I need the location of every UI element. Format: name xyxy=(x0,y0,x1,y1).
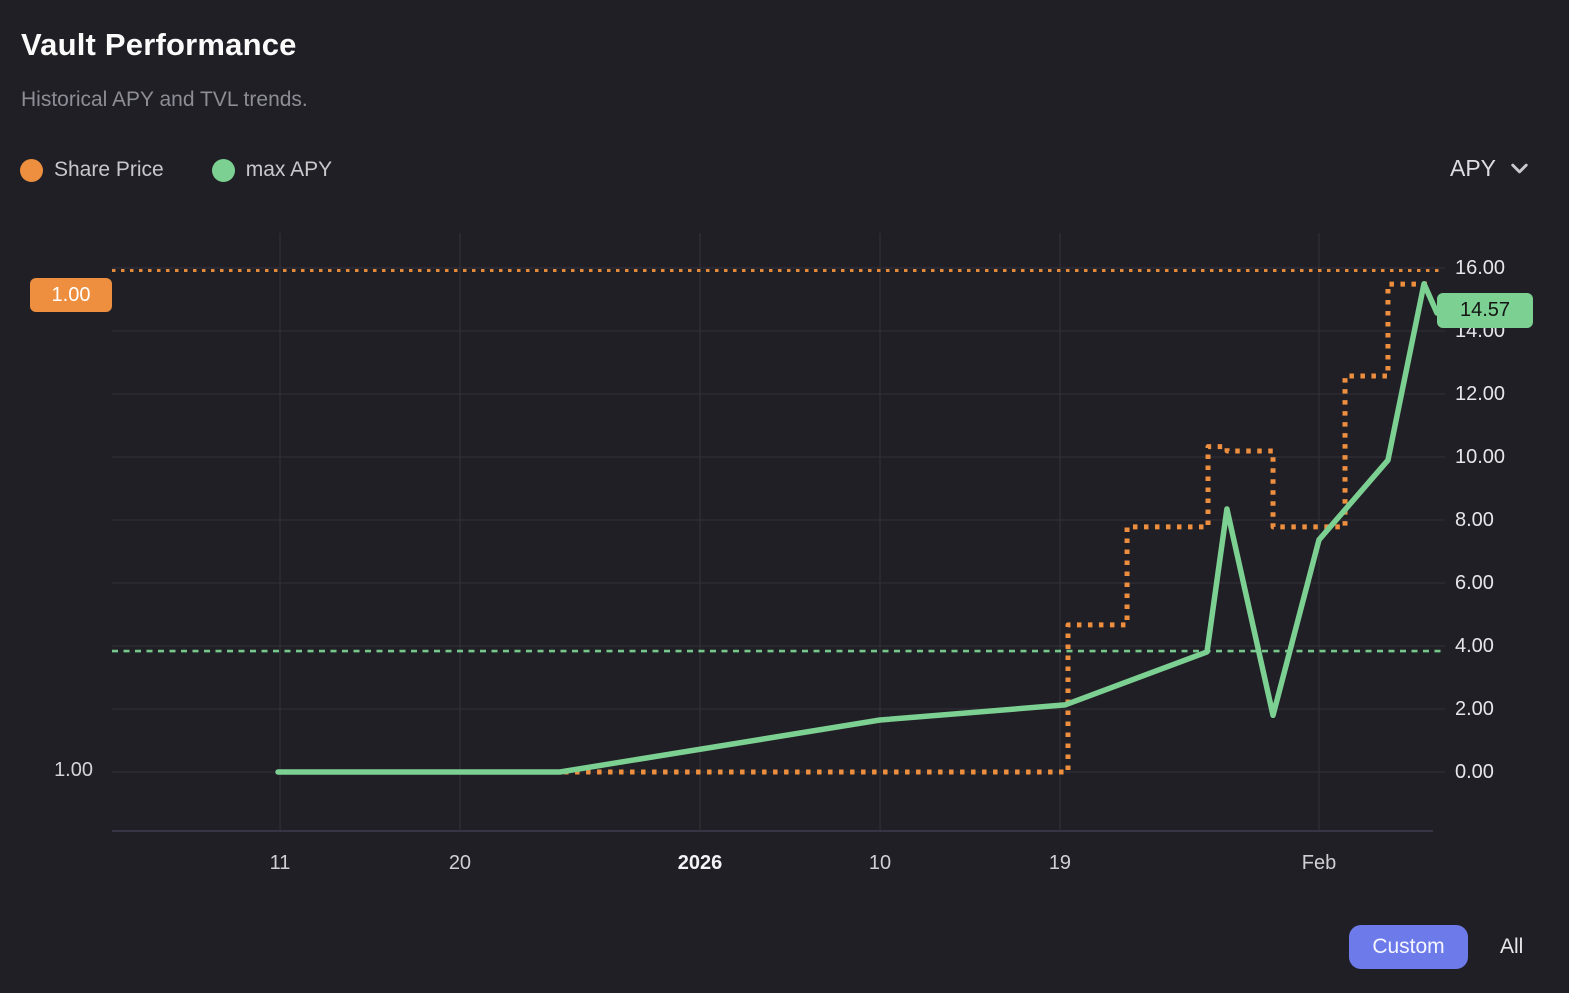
share-price-current-badge: 1.00 xyxy=(30,278,112,312)
y-tick-label: 6.00 xyxy=(1455,572,1494,594)
x-tick-label: 19 xyxy=(1048,852,1072,874)
y-tick-label: 0.00 xyxy=(1455,761,1494,783)
max-apy-legend-dot-icon xyxy=(211,158,235,182)
x-tick-label: 2026 xyxy=(677,852,723,874)
legend-label-share-price: Share Price xyxy=(54,158,164,181)
range-all-button[interactable]: All xyxy=(1494,935,1529,959)
series-line-share-price xyxy=(278,281,1430,775)
time-range-switch: Custom All xyxy=(1349,925,1529,969)
page-subtitle: Historical APY and TVL trends. xyxy=(21,88,308,111)
legend-item-max-apy: max APY xyxy=(211,158,333,182)
y-tick-label: 16.00 xyxy=(1455,257,1506,279)
page-title: Vault Performance xyxy=(21,27,297,62)
y-tick-label: 10.00 xyxy=(1455,446,1506,468)
x-tick-label: 20 xyxy=(448,852,472,874)
range-custom-button[interactable]: Custom xyxy=(1349,925,1468,969)
x-tick-label: Feb xyxy=(1301,852,1337,874)
share-price-legend-dot-icon xyxy=(20,158,43,182)
y-tick-label: 12.00 xyxy=(1455,383,1506,405)
metric-dropdown[interactable]: APY xyxy=(1450,155,1533,182)
share-price-axis-min-label: 1.00 xyxy=(54,759,93,781)
x-tick-label: 11 xyxy=(269,852,291,874)
metric-dropdown-label: APY xyxy=(1450,155,1497,181)
x-tick-label: 10 xyxy=(868,852,892,874)
chart-legend: Share Price max APY xyxy=(20,158,332,182)
max-apy-current-badge: 14.57 xyxy=(1437,293,1533,328)
y-tick-label: 4.00 xyxy=(1455,635,1494,657)
series-line-max-apy xyxy=(275,281,1440,775)
y-tick-label: 2.00 xyxy=(1455,698,1494,720)
legend-item-share-price: Share Price xyxy=(20,158,164,182)
chevron-down-icon xyxy=(1511,163,1528,174)
y-tick-label: 8.00 xyxy=(1455,509,1494,531)
legend-label-max-apy: max APY xyxy=(245,158,333,181)
